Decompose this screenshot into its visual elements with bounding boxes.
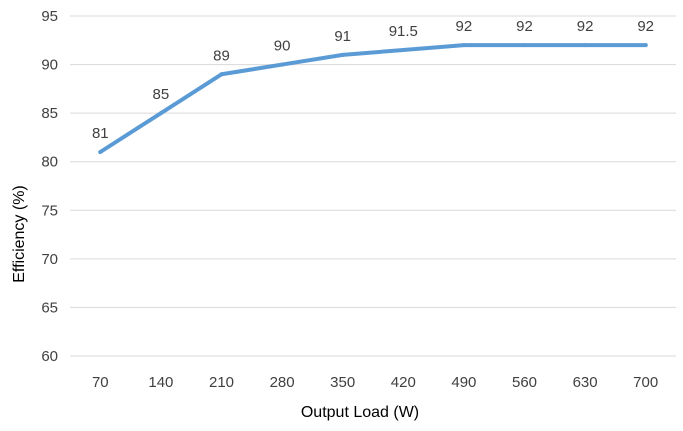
y-tick-label: 95 xyxy=(41,8,58,25)
x-axis-title: Output Load (W) xyxy=(301,404,419,421)
x-tick-label: 210 xyxy=(209,374,234,391)
x-tick-label: 630 xyxy=(573,374,598,391)
data-point xyxy=(583,43,588,48)
data-point xyxy=(98,150,103,154)
data-labels: 81 85 89 90 91 91.5 92 92 92 92 xyxy=(92,18,654,142)
data-label: 92 xyxy=(456,18,473,35)
data-point xyxy=(522,43,527,48)
x-axis-ticks: 70 140 210 280 350 420 490 560 630 700 xyxy=(92,374,658,391)
data-label: 90 xyxy=(274,38,291,55)
x-tick-label: 140 xyxy=(148,374,173,391)
data-label: 91.5 xyxy=(389,23,418,40)
gridlines xyxy=(70,15,676,357)
data-point xyxy=(340,52,345,57)
x-tick-label: 700 xyxy=(633,374,658,391)
y-tick-label: 80 xyxy=(41,154,58,171)
data-label: 92 xyxy=(516,18,533,35)
data-label: 92 xyxy=(637,18,654,35)
data-label: 81 xyxy=(92,125,109,142)
data-point xyxy=(461,43,466,48)
x-tick-label: 70 xyxy=(92,374,109,391)
y-axis-ticks: 60 65 70 75 80 85 90 95 xyxy=(41,8,58,365)
x-tick-label: 490 xyxy=(451,374,476,391)
y-tick-label: 90 xyxy=(41,57,58,74)
data-label: 89 xyxy=(213,47,230,64)
y-tick-label: 75 xyxy=(41,202,58,219)
data-point xyxy=(401,48,406,52)
x-tick-label: 280 xyxy=(270,374,295,391)
y-tick-label: 65 xyxy=(41,299,58,316)
y-tick-label: 85 xyxy=(41,105,58,122)
x-tick-label: 560 xyxy=(512,374,537,391)
data-label: 85 xyxy=(153,86,170,103)
series-line xyxy=(98,43,648,154)
y-tick-label: 70 xyxy=(41,251,58,268)
data-point xyxy=(219,72,224,77)
data-label: 91 xyxy=(334,28,351,45)
data-point xyxy=(280,62,285,67)
y-tick-label: 60 xyxy=(41,348,58,365)
x-tick-label: 350 xyxy=(330,374,355,391)
y-axis-title: Efficiency (%) xyxy=(11,185,28,283)
series-layer xyxy=(98,43,648,154)
data-point xyxy=(643,43,648,48)
data-label: 92 xyxy=(577,18,594,35)
data-point xyxy=(158,111,163,116)
x-tick-label: 420 xyxy=(391,374,416,391)
